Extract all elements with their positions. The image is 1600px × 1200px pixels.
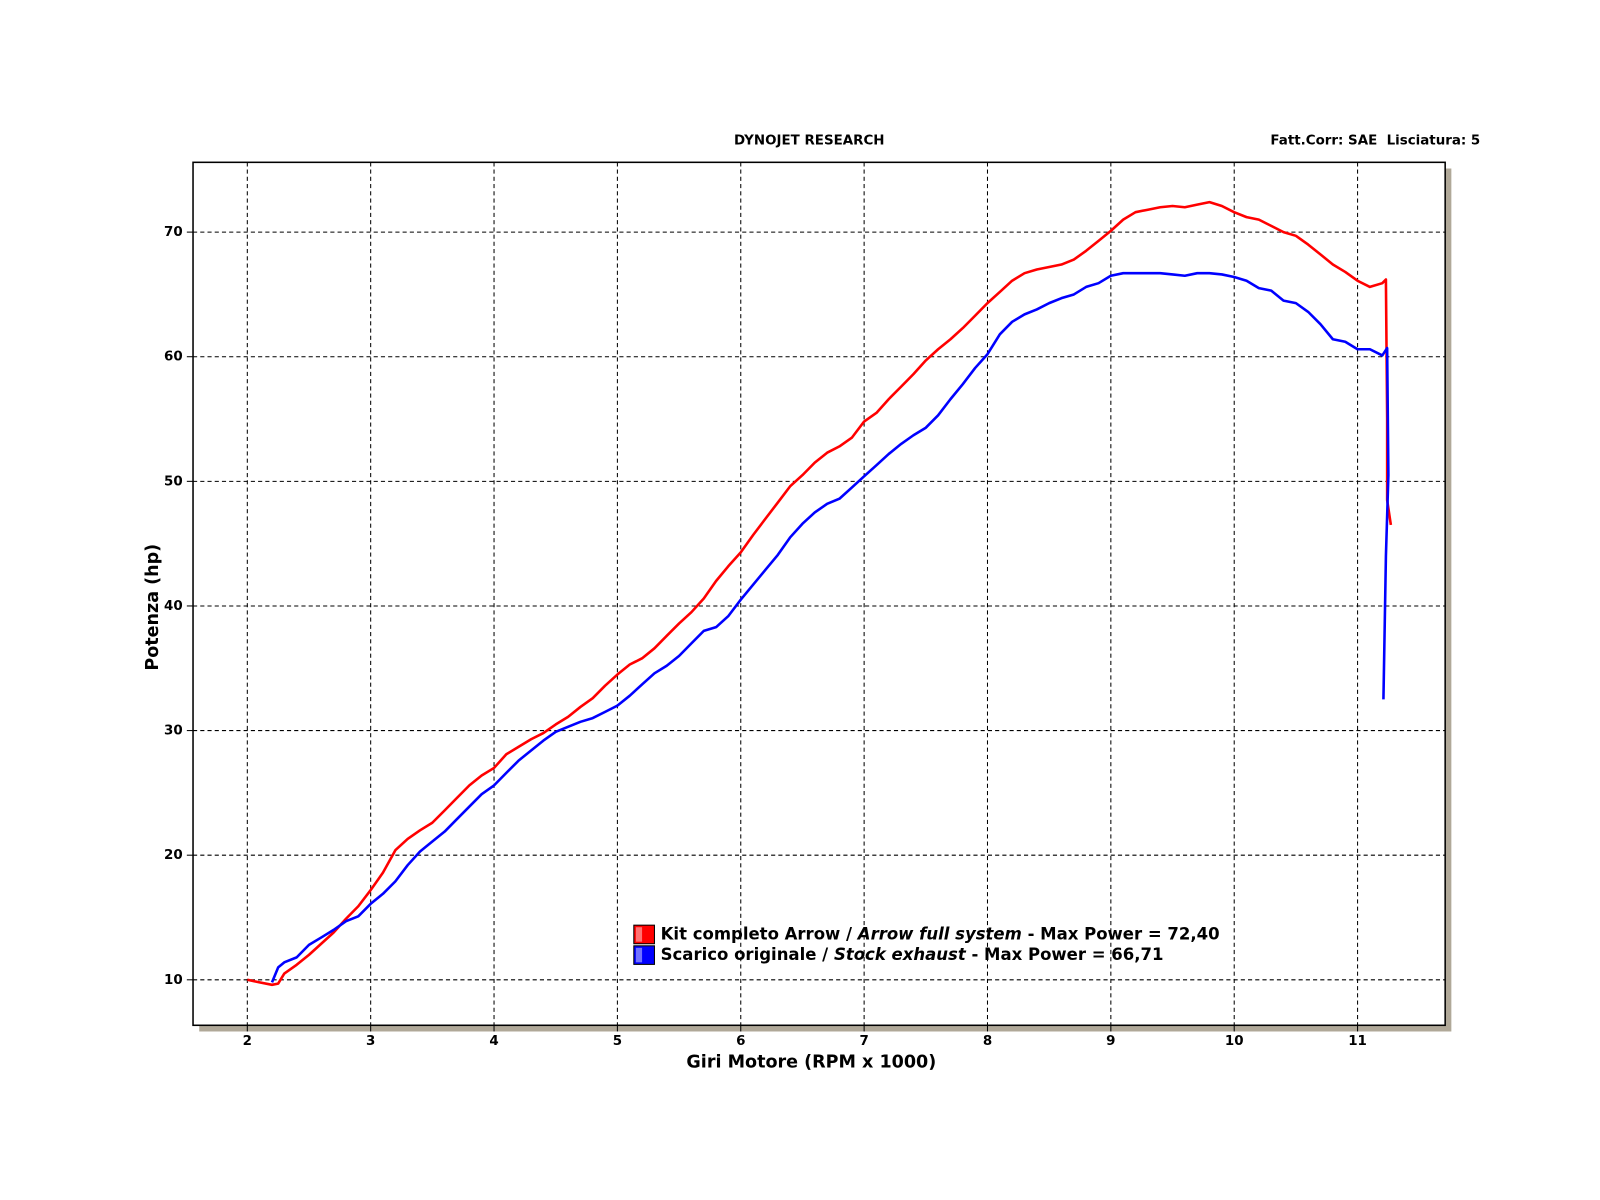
legend-label: Scarico originale / Stock exhaust - Max …: [661, 945, 1164, 964]
y-tick-label: 30: [164, 724, 183, 739]
legend-swatch-highlight: [635, 927, 643, 942]
plot-frame: [192, 161, 1446, 1027]
x-tick-label: 10: [1225, 1034, 1244, 1049]
x-tick-label: 11: [1348, 1034, 1367, 1049]
chart-subtitle: Fatt.Corr: SAE Lisciatura: 5: [1270, 134, 1480, 149]
series-line: [270, 271, 1390, 983]
y-tick-label: 20: [164, 848, 183, 863]
x-tick-label: 4: [489, 1034, 498, 1049]
legend-swatch-highlight: [635, 947, 643, 963]
x-tick-label: 7: [859, 1034, 868, 1049]
y-tick-label: 10: [164, 973, 183, 988]
chart-title: DYNOJET RESEARCH: [734, 134, 885, 149]
x-tick-label: 8: [983, 1034, 992, 1049]
y-tick-label: 40: [164, 599, 183, 614]
y-tick-label: 70: [164, 225, 183, 240]
x-tick-label: 2: [243, 1034, 252, 1049]
y-tick-label: 60: [164, 350, 183, 365]
legend-label: Kit completo Arrow / Arrow full system -…: [661, 924, 1220, 943]
y-tick-label: 50: [164, 474, 183, 489]
x-tick-label: 3: [366, 1034, 375, 1049]
legend-swatch: [633, 945, 655, 965]
x-axis-label: Giri Motore (RPM x 1000): [686, 1052, 936, 1072]
x-tick-label: 9: [1106, 1034, 1115, 1049]
x-tick-label: 6: [736, 1034, 745, 1049]
x-tick-label: 5: [613, 1034, 622, 1049]
y-axis-label: Potenza (hp): [143, 544, 163, 671]
series-line: [247, 200, 1393, 987]
legend-swatch: [633, 924, 655, 945]
